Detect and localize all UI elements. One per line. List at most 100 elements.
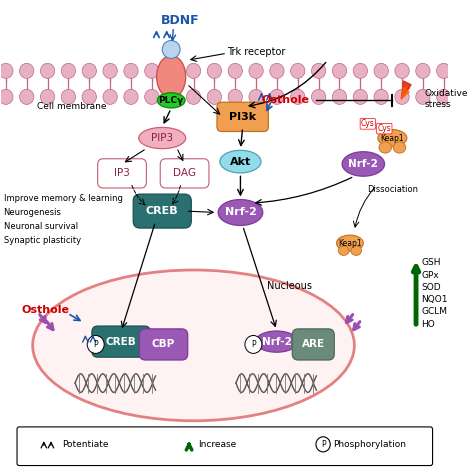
Circle shape <box>249 64 263 78</box>
Circle shape <box>124 64 138 78</box>
Text: Nrf-2: Nrf-2 <box>348 159 378 169</box>
Circle shape <box>103 64 117 78</box>
Circle shape <box>270 64 284 78</box>
Text: DAG: DAG <box>173 168 196 178</box>
Circle shape <box>19 64 34 78</box>
Polygon shape <box>401 81 411 99</box>
Circle shape <box>228 64 242 78</box>
FancyBboxPatch shape <box>292 329 334 360</box>
Circle shape <box>165 89 180 104</box>
Text: HO: HO <box>421 319 435 328</box>
Text: PLCγ: PLCγ <box>159 96 184 105</box>
Text: Oxidative
stress: Oxidative stress <box>425 89 468 109</box>
Ellipse shape <box>33 270 355 421</box>
Circle shape <box>332 64 346 78</box>
Text: GSH: GSH <box>421 258 441 267</box>
Text: Akt: Akt <box>230 156 251 166</box>
Text: Keap1: Keap1 <box>338 238 362 247</box>
Circle shape <box>437 64 451 78</box>
Circle shape <box>40 89 55 104</box>
Text: Cys: Cys <box>361 119 374 128</box>
Circle shape <box>270 89 284 104</box>
Text: Neuronal survival: Neuronal survival <box>4 222 78 231</box>
Text: SOD: SOD <box>421 283 441 292</box>
Circle shape <box>437 89 451 104</box>
Text: Neurogenesis: Neurogenesis <box>4 208 62 217</box>
Circle shape <box>207 64 221 78</box>
Circle shape <box>332 89 346 104</box>
Ellipse shape <box>162 40 180 58</box>
Ellipse shape <box>337 235 363 251</box>
Circle shape <box>87 336 104 354</box>
Text: Osthole: Osthole <box>21 305 69 315</box>
Text: ARE: ARE <box>302 339 325 349</box>
Circle shape <box>0 89 13 104</box>
Ellipse shape <box>342 152 384 176</box>
Text: Potentiate: Potentiate <box>62 440 108 449</box>
Ellipse shape <box>220 150 261 173</box>
Text: Nrf-2: Nrf-2 <box>262 337 292 346</box>
Circle shape <box>416 89 430 104</box>
Text: P: P <box>93 340 98 349</box>
Ellipse shape <box>157 55 186 98</box>
Circle shape <box>291 64 305 78</box>
Circle shape <box>395 64 409 78</box>
Text: P: P <box>251 340 255 349</box>
Circle shape <box>61 89 75 104</box>
Circle shape <box>103 89 117 104</box>
Ellipse shape <box>393 142 406 153</box>
Text: PIP3: PIP3 <box>151 133 173 143</box>
Text: Synaptic plasticity: Synaptic plasticity <box>4 236 81 245</box>
Circle shape <box>395 89 409 104</box>
Ellipse shape <box>351 246 362 255</box>
Circle shape <box>249 89 263 104</box>
Text: Phosphorylation: Phosphorylation <box>333 440 406 449</box>
FancyBboxPatch shape <box>217 102 268 131</box>
Circle shape <box>186 64 201 78</box>
Ellipse shape <box>218 200 263 226</box>
Circle shape <box>353 64 367 78</box>
FancyBboxPatch shape <box>17 427 433 465</box>
Circle shape <box>165 64 180 78</box>
Circle shape <box>374 64 388 78</box>
Text: Cys: Cys <box>377 124 391 133</box>
Ellipse shape <box>379 142 392 153</box>
Circle shape <box>40 64 55 78</box>
FancyBboxPatch shape <box>139 329 188 360</box>
Circle shape <box>353 89 367 104</box>
Text: GCLM: GCLM <box>421 308 447 317</box>
Text: GPx: GPx <box>421 271 439 280</box>
Text: CREB: CREB <box>106 337 137 346</box>
Circle shape <box>82 89 96 104</box>
Text: Nrf-2: Nrf-2 <box>225 208 256 218</box>
Circle shape <box>207 89 221 104</box>
Text: Cys: Cys <box>361 119 374 128</box>
Polygon shape <box>401 87 410 99</box>
Text: Improve memory & learning: Improve memory & learning <box>4 194 122 203</box>
Circle shape <box>416 64 430 78</box>
Text: Dissociation: Dissociation <box>367 185 418 194</box>
Circle shape <box>0 64 13 78</box>
Circle shape <box>316 437 330 452</box>
Text: Osthole: Osthole <box>261 95 309 105</box>
Text: Increase: Increase <box>198 440 236 449</box>
Ellipse shape <box>255 331 298 352</box>
Ellipse shape <box>378 129 407 146</box>
Text: Nucleous: Nucleous <box>267 282 312 292</box>
Text: NQO1: NQO1 <box>421 295 448 304</box>
Text: CREB: CREB <box>146 206 179 216</box>
Circle shape <box>291 89 305 104</box>
Circle shape <box>61 64 75 78</box>
Text: Keap1: Keap1 <box>381 134 404 143</box>
Circle shape <box>186 89 201 104</box>
Text: PI3k: PI3k <box>229 112 256 122</box>
Circle shape <box>145 89 159 104</box>
Circle shape <box>228 89 242 104</box>
Ellipse shape <box>157 93 185 108</box>
Circle shape <box>374 89 388 104</box>
Circle shape <box>311 89 326 104</box>
Circle shape <box>145 64 159 78</box>
Text: CBP: CBP <box>152 339 175 349</box>
Circle shape <box>19 89 34 104</box>
FancyBboxPatch shape <box>133 194 191 228</box>
